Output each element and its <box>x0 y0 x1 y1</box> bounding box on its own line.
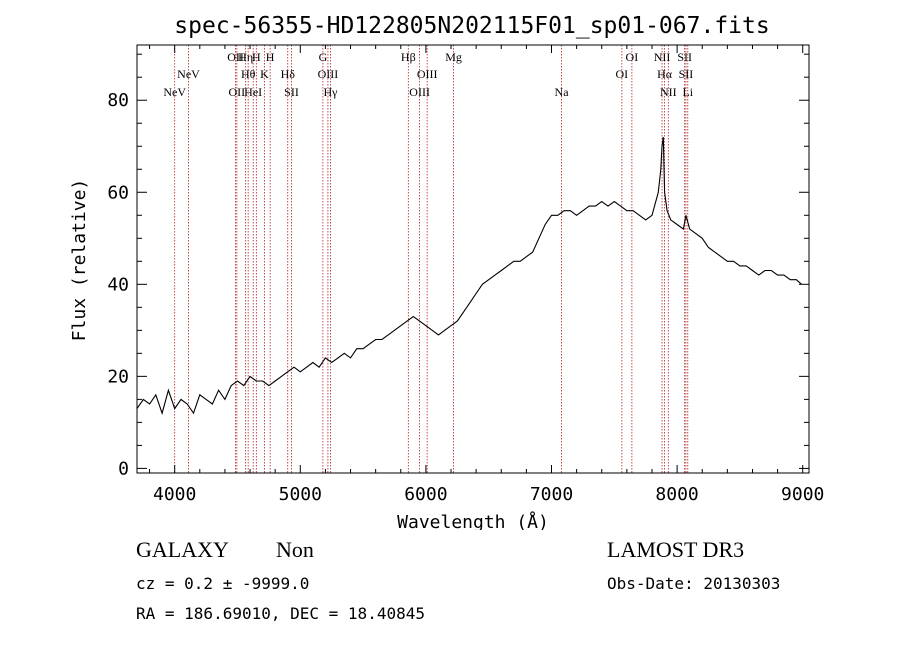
line-label-3: OII <box>229 85 246 99</box>
survey-name: LAMOST DR3 <box>607 537 745 562</box>
spectrum-line <box>136 136 802 416</box>
object-subclass: Non <box>276 537 314 562</box>
line-label-9: H <box>266 50 275 64</box>
line-label-18: Mg <box>445 50 462 64</box>
line-label-10: Hδ <box>281 67 296 81</box>
line-label-23: Hα <box>657 67 673 81</box>
y-axis-ticks: 0 20 40 60 80 <box>107 53 809 479</box>
line-label-1: NeV <box>177 67 200 81</box>
obs-date: Obs-Date: 20130303 <box>607 574 781 593</box>
line-label-26: SII <box>679 67 694 81</box>
line-label-0: NeV <box>163 85 186 99</box>
line-label-7: H <box>252 50 261 64</box>
line-label-4: Hη <box>238 50 253 64</box>
plot-frame <box>136 44 810 474</box>
x-tick-label-7000: 7000 <box>530 484 573 505</box>
object-class: GALAXY <box>136 537 229 562</box>
line-label-2: OII <box>227 50 244 64</box>
x-tick-label-4000: 4000 <box>153 484 196 505</box>
line-label-15: Hβ <box>401 50 416 64</box>
x-tick-label-9000: 9000 <box>781 484 824 505</box>
y-axis-label: Flux (relative) <box>69 179 90 342</box>
x-axis-label: Wavelength (Å) <box>397 511 549 530</box>
emission-line-labels: NeVNeVOIIOIIHηHθHeIHKHHδSIIGOIIIHγHβOIII… <box>163 50 693 99</box>
emission-line-markers <box>174 45 689 473</box>
line-label-13: OIII <box>318 67 339 81</box>
y-tick-label-0: 0 <box>118 458 129 479</box>
y-tick-label-20: 20 <box>107 366 129 387</box>
line-label-20: OI <box>616 67 629 81</box>
x-axis-ticks: 4000 5000 6000 7000 8000 9000 <box>149 45 824 505</box>
line-label-25: SII <box>677 50 692 64</box>
x-tick-label-6000: 6000 <box>404 484 447 505</box>
line-label-16: OIII <box>409 85 430 99</box>
line-label-27: Li <box>682 85 693 99</box>
line-label-6: HeI <box>244 85 262 99</box>
chart-title: spec-56355-HD122805N202115F01_sp01-067.f… <box>174 13 769 39</box>
line-label-24: NII <box>660 85 677 99</box>
line-label-12: G <box>319 50 328 64</box>
line-label-19: Na <box>555 85 570 99</box>
spectrum-chart: spec-56355-HD122805N202115F01_sp01-067.f… <box>69 13 824 530</box>
line-label-21: OI <box>626 50 639 64</box>
y-tick-label-80: 80 <box>107 90 129 111</box>
x-tick-label-5000: 5000 <box>279 484 322 505</box>
x-tick-label-8000: 8000 <box>655 484 698 505</box>
y-tick-label-40: 40 <box>107 274 129 295</box>
line-label-14: Hγ <box>323 85 338 99</box>
line-label-5: Hθ <box>241 67 256 81</box>
line-label-8: K <box>260 67 269 81</box>
line-label-11: SII <box>284 85 299 99</box>
line-label-17: OIII <box>417 67 438 81</box>
y-tick-label-60: 60 <box>107 182 129 203</box>
line-label-22: NII <box>654 50 671 64</box>
ra-dec: RA = 186.69010, DEC = 18.40845 <box>136 604 425 623</box>
redshift-cz: cz = 0.2 ± -9999.0 <box>136 574 310 593</box>
